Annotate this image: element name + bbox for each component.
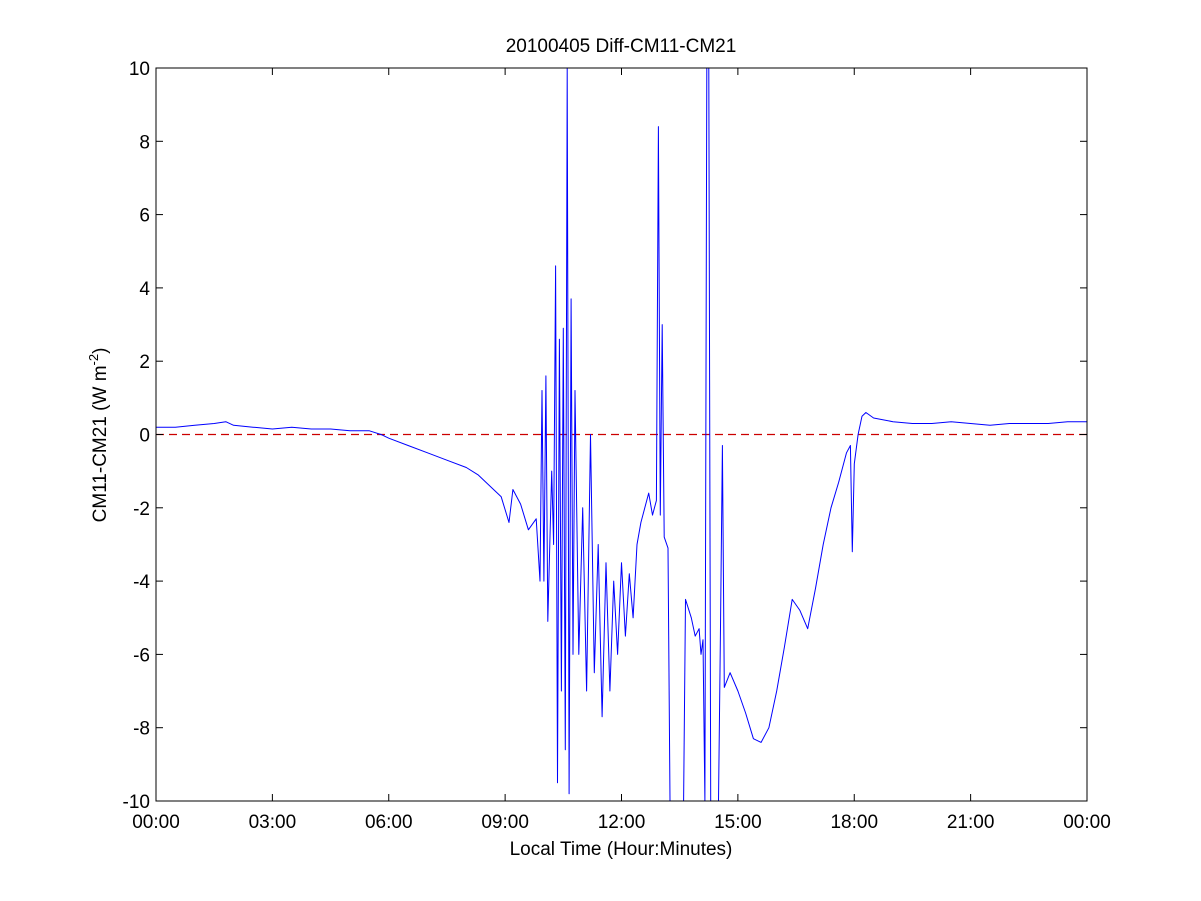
x-tick-label: 00:00 <box>132 812 180 833</box>
chart-title: 20100405 Diff-CM11-CM21 <box>506 36 737 57</box>
plot-area <box>155 67 1088 802</box>
x-tick-label: 21:00 <box>947 812 995 833</box>
plot-background <box>156 68 1087 801</box>
series-line-0 <box>156 67 1087 802</box>
y-tick-label: -10 <box>123 792 150 813</box>
x-tick-label: 12:00 <box>598 812 646 833</box>
x-tick-label: 18:00 <box>830 812 878 833</box>
y-tick-label: 8 <box>139 132 150 153</box>
y-axis-label-superscript: -2 <box>86 354 101 366</box>
x-tick-label: 03:00 <box>249 812 297 833</box>
y-tick-label: -4 <box>133 572 150 593</box>
x-tick-label: 06:00 <box>365 812 413 833</box>
x-tick-label: 15:00 <box>714 812 762 833</box>
y-tick-label: 0 <box>139 426 150 447</box>
x-axis-label: Local Time (Hour:Minutes) <box>510 839 733 860</box>
y-tick-label: -8 <box>133 719 150 740</box>
y-tick-label: 10 <box>129 59 150 80</box>
y-tick-label: -6 <box>133 645 150 666</box>
y-tick-label: 4 <box>139 279 150 300</box>
y-tick-labels: 10 8 6 4 2 0 -2 -4 -6 -8 -10 <box>123 59 151 813</box>
y-tick-label: -2 <box>133 499 150 520</box>
y-axis-label-close: ) <box>90 348 111 354</box>
y-tick-label: 2 <box>139 352 150 373</box>
series-layer <box>156 67 1087 802</box>
x-tick-label: 00:00 <box>1063 812 1111 833</box>
ticks-layer <box>155 67 1088 802</box>
x-tick-label: 09:00 <box>481 812 529 833</box>
y-tick-label: 6 <box>139 206 150 227</box>
x-tick-labels: 00:00 03:00 06:00 09:00 12:00 15:00 18:00 21:00… <box>132 812 1111 833</box>
y-axis-label: CM11-CM21 (W m-2) <box>86 348 111 523</box>
y-axis-label-main: CM11-CM21 (W m <box>90 365 111 522</box>
